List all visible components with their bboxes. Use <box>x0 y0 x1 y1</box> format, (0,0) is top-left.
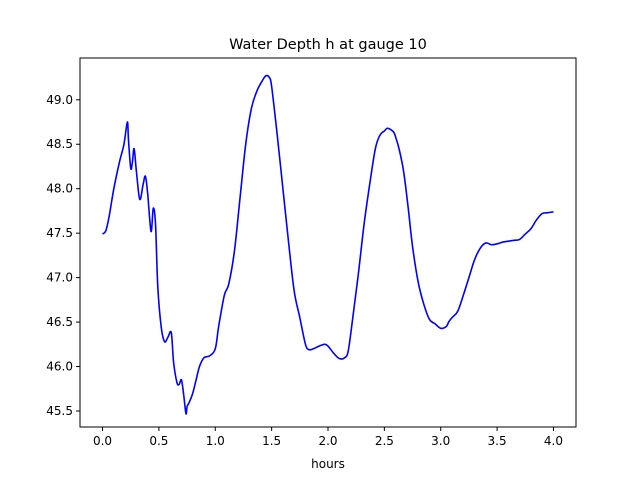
x-tick-label: 2.5 <box>375 434 394 448</box>
chart-title: Water Depth h at gauge 10 <box>229 37 427 53</box>
y-axis-ticks: 45.5 46.0 46.5 47.0 47.5 48.0 48.5 49.0 <box>46 93 80 418</box>
x-axis-ticks: 0.0 0.5 1.0 1.5 2.0 2.5 3.0 3.5 4.0 <box>93 427 563 448</box>
plot-background <box>80 58 576 427</box>
y-tick-label: 45.5 <box>46 404 73 418</box>
y-tick-label: 49.0 <box>46 93 73 107</box>
y-tick-label: 47.0 <box>46 271 73 285</box>
x-tick-label: 3.0 <box>431 434 450 448</box>
x-tick-label: 2.0 <box>318 434 337 448</box>
series-layer <box>101 74 554 415</box>
series-line <box>101 74 554 415</box>
x-tick-label: 1.0 <box>206 434 225 448</box>
x-tick-label: 1.5 <box>262 434 281 448</box>
x-axis-label: hours <box>311 457 345 471</box>
x-tick-label: 0.0 <box>93 434 112 448</box>
x-tick-label: 0.5 <box>149 434 168 448</box>
y-tick-label: 46.0 <box>46 360 73 374</box>
y-tick-label: 48.5 <box>46 137 73 151</box>
x-tick-label: 3.5 <box>488 434 507 448</box>
plot-frame <box>79 57 577 428</box>
y-tick-label: 48.0 <box>46 182 73 196</box>
y-tick-label: 47.5 <box>46 226 73 240</box>
x-tick-label: 4.0 <box>544 434 563 448</box>
y-tick-label: 46.5 <box>46 315 73 329</box>
